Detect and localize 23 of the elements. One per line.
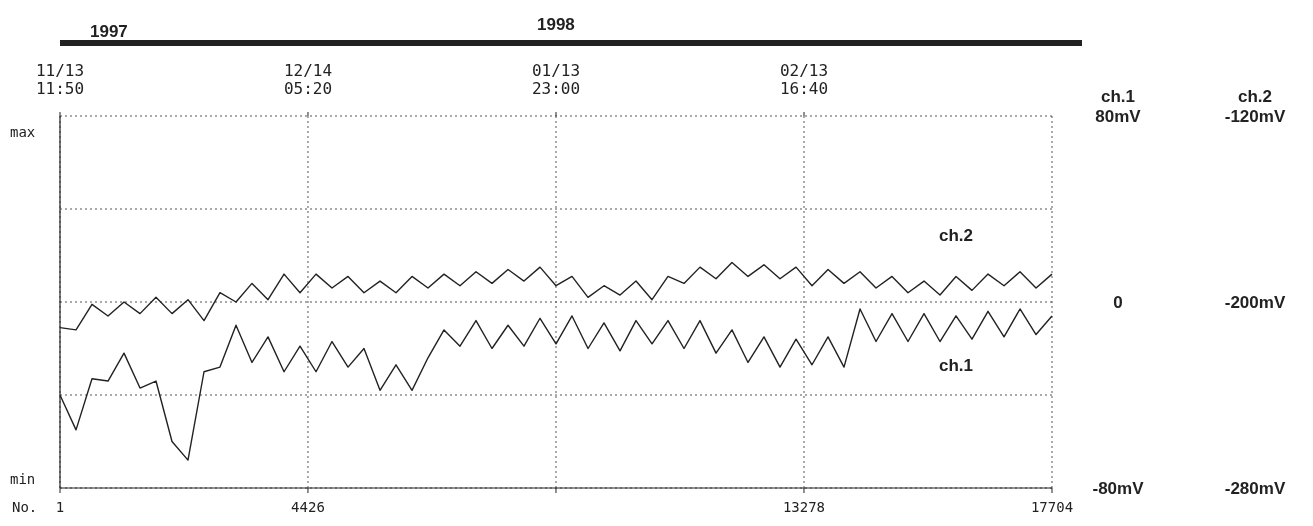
x-tick-label: 1 xyxy=(55,499,65,515)
text: max xyxy=(10,124,36,140)
text: 1998 xyxy=(537,15,575,34)
x2-tick-label: 11/13 11:50 xyxy=(35,61,85,98)
x-tick-label: 13278 xyxy=(782,499,826,515)
x-axis-title: No. xyxy=(12,499,38,515)
y-tick-label: -80mV xyxy=(1092,479,1145,498)
y-axis-title: ch.1 xyxy=(1100,87,1136,106)
y2-axis-title: ch.2 xyxy=(1237,87,1273,106)
x-tick-label: 17704 xyxy=(1030,499,1074,515)
x2-tick-label: 12/14 05:20 xyxy=(283,61,333,98)
y2-tick-label: -280mV xyxy=(1224,479,1286,498)
x2-tick-label: 02/13 16:40 xyxy=(779,61,829,98)
text: 1997 xyxy=(90,22,128,41)
y2-tick-label: -200mV xyxy=(1224,293,1286,312)
x-tick-label: 4426 xyxy=(291,499,325,515)
x2-tick-label: 01/13 23:00 xyxy=(531,61,581,98)
y2-tick-label: -120mV xyxy=(1224,107,1286,126)
text: min xyxy=(10,471,36,487)
y-tick-label: 0 xyxy=(1113,293,1123,312)
y-tick-label: 80mV xyxy=(1095,107,1142,126)
series-label: ch.2 xyxy=(939,226,974,246)
series-label: ch.1 xyxy=(939,355,974,375)
